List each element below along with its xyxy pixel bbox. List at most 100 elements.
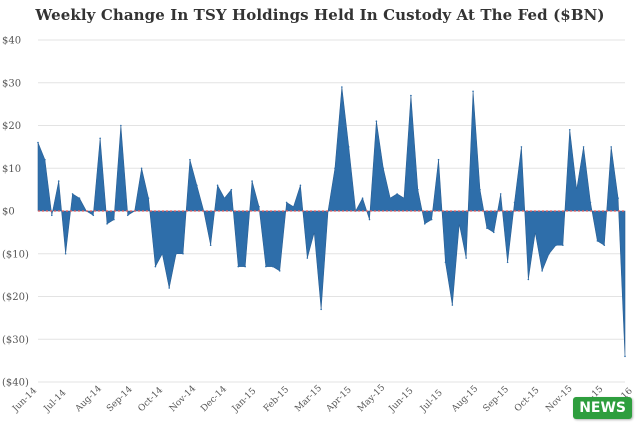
- y-tick-label: ($10): [2, 249, 29, 260]
- data-point: [430, 218, 433, 221]
- y-tick-label: $40: [2, 36, 21, 47]
- x-tick-label: Nov-15: [544, 384, 575, 415]
- x-tick-label: Dec-14: [199, 384, 229, 414]
- data-point: [562, 244, 564, 246]
- data-point: [458, 223, 461, 225]
- data-point: [306, 257, 309, 259]
- data-point: [44, 158, 46, 161]
- data-point: [113, 218, 115, 221]
- data-point: [334, 167, 336, 170]
- data-point: [492, 231, 495, 234]
- data-point: [479, 188, 481, 191]
- data-point: [403, 197, 405, 199]
- data-point: [589, 201, 592, 204]
- data-point: [196, 184, 198, 187]
- data-point: [389, 197, 392, 199]
- y-tick-label: $30: [2, 78, 21, 89]
- x-tick-label: Jul-15: [418, 388, 445, 415]
- data-point: [285, 201, 288, 204]
- data-point: [216, 184, 219, 187]
- data-point: [223, 197, 226, 199]
- x-tick-label: May-15: [356, 383, 387, 414]
- data-point: [272, 265, 274, 268]
- data-point: [237, 265, 240, 268]
- data-point: [596, 240, 599, 242]
- data-point: [396, 193, 398, 195]
- data-point: [320, 308, 322, 311]
- data-point: [548, 252, 550, 255]
- y-tick-label: ($20): [2, 292, 29, 303]
- x-tick-label: Jun-15: [387, 386, 416, 415]
- y-tick-label: $20: [2, 121, 21, 132]
- series-area: [37, 86, 626, 357]
- data-point: [624, 355, 626, 358]
- data-point: [161, 252, 164, 255]
- x-tick-label: Oct-15: [513, 385, 542, 414]
- data-point: [126, 214, 129, 217]
- x-tick-label: Mar-15: [293, 383, 324, 414]
- data-point: [244, 265, 246, 268]
- data-point: [147, 197, 150, 199]
- data-point: [527, 278, 530, 281]
- data-point: [368, 218, 371, 221]
- data-point: [71, 193, 74, 195]
- data-point: [451, 304, 454, 306]
- data-point: [437, 158, 440, 161]
- data-point: [347, 146, 350, 148]
- data-point: [610, 146, 612, 148]
- data-point: [423, 223, 426, 225]
- data-point: [106, 223, 108, 225]
- data-point: [64, 252, 67, 255]
- x-tick-label: Jul-14: [42, 388, 69, 415]
- data-point: [92, 214, 95, 217]
- data-point: [209, 244, 212, 246]
- data-point: [37, 141, 39, 144]
- x-tick-label: Apr-15: [324, 385, 354, 415]
- news-watermark-logo: NEWS: [573, 397, 632, 419]
- data-point: [575, 188, 578, 191]
- data-point: [341, 86, 343, 88]
- chart-title: Weekly Change In TSY Holdings Held In Cu…: [35, 6, 605, 24]
- data-point: [520, 146, 523, 148]
- data-point: [299, 184, 302, 187]
- data-point: [555, 244, 557, 246]
- data-point: [506, 261, 509, 264]
- x-tick-label: Feb-15: [262, 385, 291, 414]
- x-tick-label: Aug-14: [73, 384, 104, 415]
- data-point: [292, 205, 295, 208]
- data-point: [99, 137, 101, 140]
- data-point: [182, 252, 184, 255]
- data-point: [486, 227, 488, 229]
- data-point: [258, 205, 260, 208]
- y-tick-label: $10: [2, 164, 21, 175]
- x-tick-label: Oct-14: [137, 385, 166, 414]
- data-point: [568, 128, 571, 131]
- x-tick-label: Sep-15: [482, 384, 512, 414]
- data-point: [168, 287, 171, 289]
- data-point: [265, 265, 267, 268]
- data-point: [278, 270, 281, 272]
- x-tick-label: Aug-15: [450, 384, 481, 415]
- data-point: [140, 167, 143, 170]
- data-point: [251, 180, 253, 182]
- data-point: [472, 90, 474, 93]
- data-point: [57, 180, 60, 182]
- data-point: [382, 167, 385, 170]
- data-point: [313, 231, 316, 234]
- x-tick-label: Nov-14: [168, 384, 199, 415]
- data-point: [410, 94, 412, 97]
- data-point: [465, 257, 467, 259]
- data-point: [189, 158, 191, 161]
- data-point: [499, 193, 502, 195]
- data-point: [120, 124, 122, 127]
- y-tick-label: ($40): [2, 378, 29, 389]
- x-tick-label: Sep-14: [105, 384, 135, 414]
- data-point: [175, 252, 177, 255]
- data-point: [617, 197, 619, 199]
- data-point: [417, 188, 419, 191]
- data-point: [154, 265, 157, 268]
- x-tick-label: Jun-14: [10, 386, 39, 415]
- data-point: [513, 201, 516, 204]
